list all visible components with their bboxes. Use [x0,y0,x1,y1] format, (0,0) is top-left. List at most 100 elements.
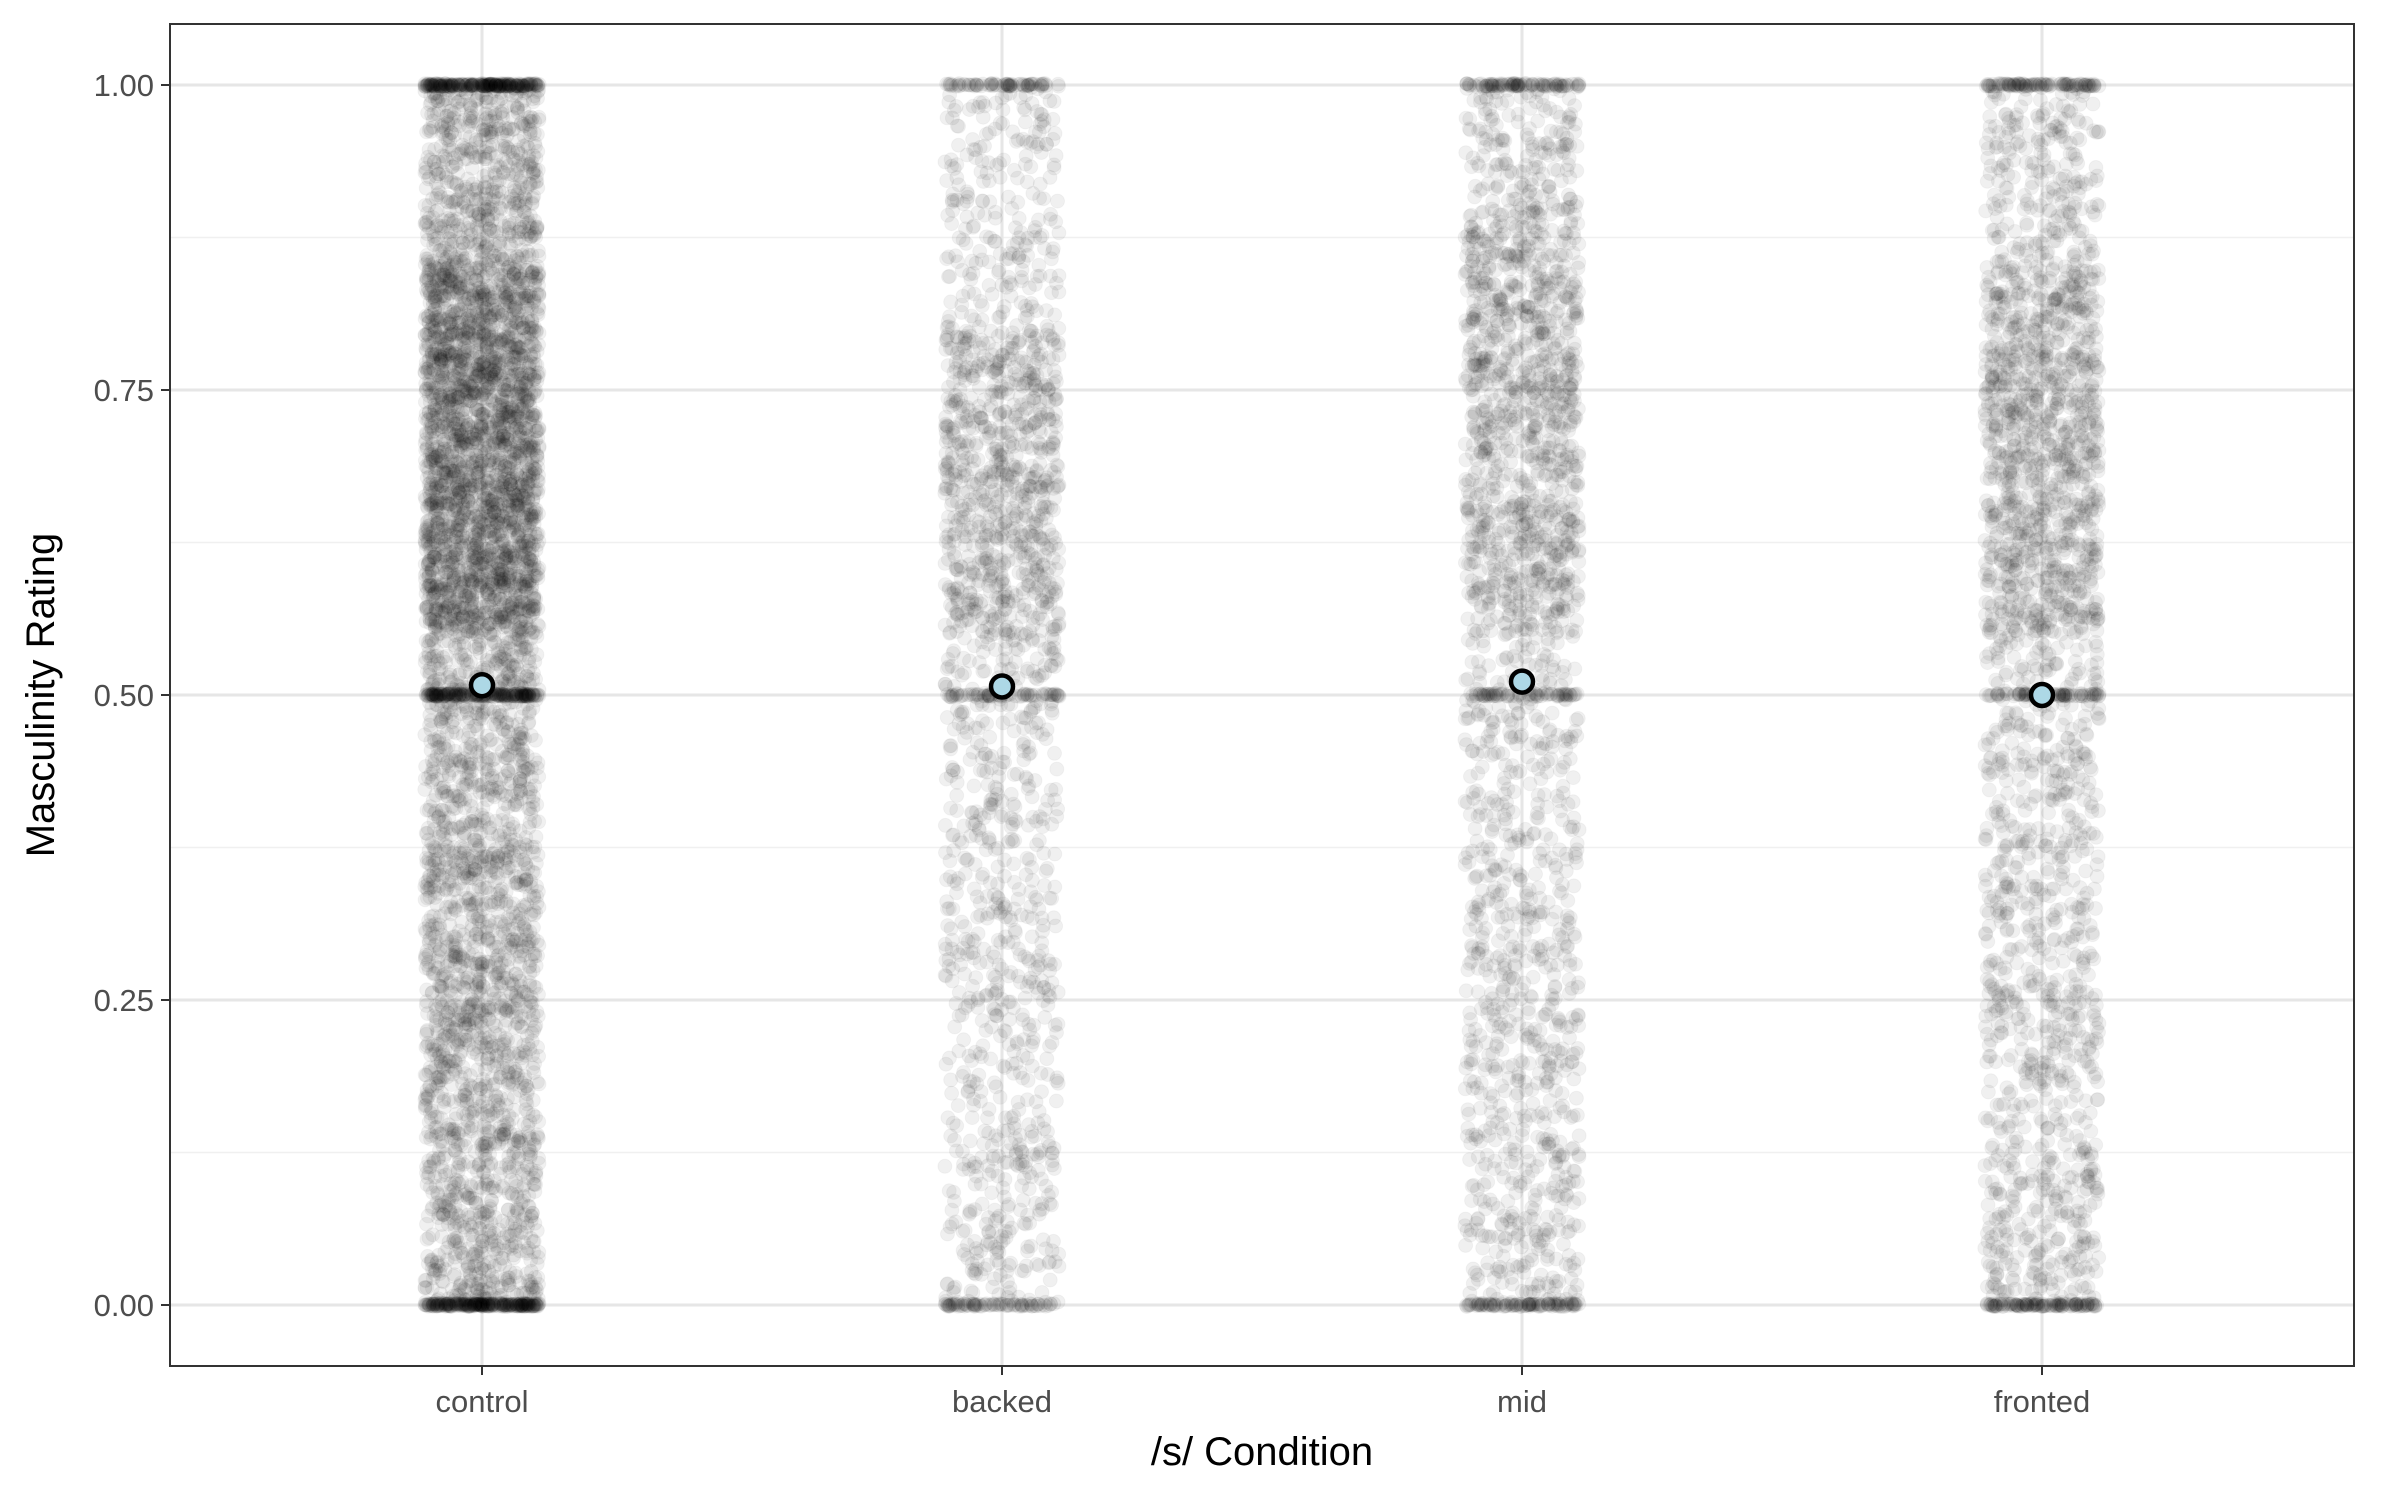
data-point [517,687,532,702]
data-point [497,673,511,688]
data-point [515,366,530,381]
data-point [508,206,523,221]
data-point [509,627,524,641]
data-point [443,497,458,511]
data-point [492,453,507,468]
data-point [475,1297,490,1312]
data-point [456,378,471,393]
data-point [526,1283,540,1298]
data-point [451,560,466,575]
data-point [427,260,442,274]
data-point [445,1183,460,1198]
data-point [527,509,542,524]
data-point [483,311,498,325]
data-point [523,554,538,569]
data-point [513,845,527,859]
data-point [430,552,445,567]
data-point [449,78,464,92]
data-point [490,607,505,622]
data-point [483,1102,498,1117]
data-point [466,386,480,400]
data-point [495,497,509,512]
data-point [440,600,455,615]
data-point [486,1276,500,1291]
data-point [494,397,509,412]
data-point [448,1134,463,1149]
data-point [504,574,519,589]
data-point [519,484,534,499]
data-point [483,1157,498,1172]
data-point [530,537,545,552]
data-point [483,1223,497,1238]
data-point [452,315,466,330]
data-point [432,1126,447,1141]
data-point [421,309,435,324]
data-point [503,940,518,955]
data-point [421,454,436,469]
data-point [496,1108,511,1123]
data-point [495,835,510,850]
data-point [489,495,504,510]
data-point [528,568,543,583]
data-point [468,362,483,377]
data-point [417,365,432,380]
data-point [500,260,515,275]
data-point [530,91,545,106]
data-point [438,369,453,384]
data-point [424,77,439,91]
data-point [530,305,545,320]
data-point [444,237,459,252]
data-point [524,728,539,743]
data-point [428,76,443,91]
data-point [487,590,502,605]
data-point [522,1298,537,1313]
data-point [443,268,458,283]
data-point [480,180,495,195]
data-point [513,823,528,838]
data-point [508,274,523,289]
data-point [464,598,478,613]
data-point [476,1165,491,1180]
data-point [529,879,544,894]
data-point [484,507,499,522]
data-point [465,386,480,400]
data-point [521,604,535,618]
data-point [442,143,457,158]
data-point [484,1216,499,1231]
data-point [440,726,455,741]
data-point [481,77,496,92]
data-point [461,547,476,562]
data-point [432,369,447,384]
data-point [509,984,524,999]
data-point [475,1144,489,1159]
data-point [469,519,484,534]
data-point [526,1245,541,1260]
data-point [516,747,530,762]
data-point [501,570,516,585]
data-point [452,281,467,295]
data-point [460,442,475,457]
data-point [523,785,538,799]
data-point [531,769,546,784]
data-point [419,406,434,421]
data-point [461,1299,476,1314]
data-point [422,405,437,420]
data-point [439,1298,454,1313]
data-point [477,297,491,312]
data-point [432,1012,447,1027]
data-point [470,1297,485,1312]
data-point [504,340,519,355]
data-point [437,603,452,618]
data-point [530,1127,545,1142]
data-point [465,308,480,323]
data-point [442,1296,457,1311]
data-point [438,711,453,726]
data-point [509,86,524,101]
data-point [420,254,435,269]
data-point [466,948,481,962]
data-point [503,512,518,527]
data-point [502,404,517,419]
data-point [459,372,474,387]
data-point [481,751,496,766]
data-point [520,477,535,492]
